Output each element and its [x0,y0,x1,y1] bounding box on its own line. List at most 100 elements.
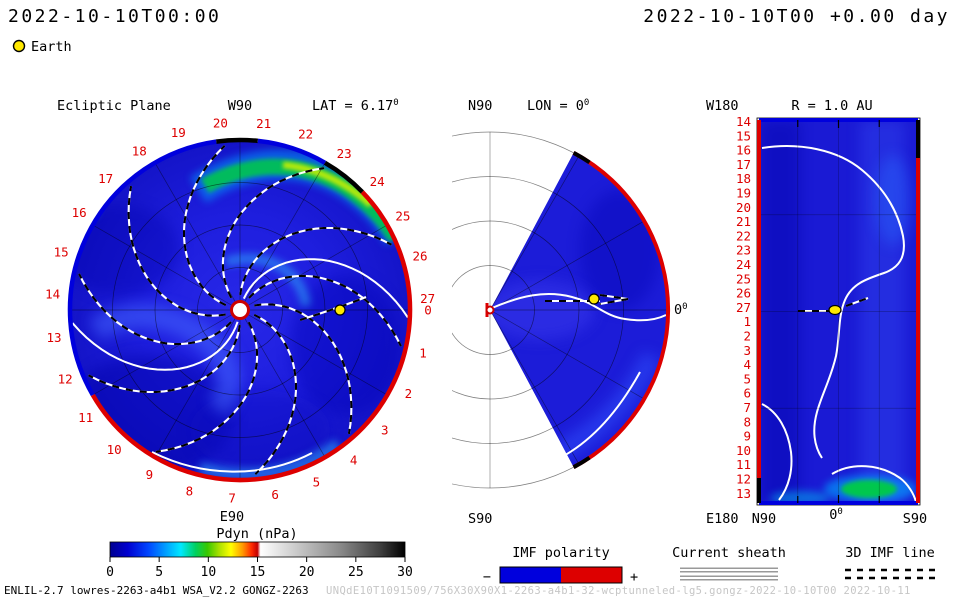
high-pressure-region [841,480,897,498]
imf-line [127,185,226,317]
earth-marker-ecliptic [334,304,346,316]
ecliptic-day-tick: 11 [78,410,93,425]
imf-polarity-swatch [499,566,623,584]
radial-day-tick: 21 [736,214,751,229]
ecliptic-day-tick: 2 [405,386,413,401]
watermark: UNQdE10T1091509/756X30X90X1-2263-a4b1-32… [326,585,911,597]
radial-day-tick: 23 [736,243,751,258]
radial-day-tick: 19 [736,186,751,201]
ecliptic-day-tick: 16 [72,205,87,220]
colorbar-tick-label: 30 [397,565,413,580]
imf-line [88,324,241,394]
grid-radial-line [489,309,645,400]
radial-day-tick: 15 [736,128,751,143]
radial-day-tick: 17 [736,157,751,172]
imf-positive-swatch [561,567,622,583]
imf-line [248,274,402,347]
ecliptic-day-tick: 24 [370,174,385,189]
imf-line [155,321,259,453]
imf-minus-label: − [483,569,491,585]
current-sheet-line [559,371,641,459]
current-sheet-line [761,145,905,459]
imf-line [239,226,392,296]
radial-day-ticks: 1415161718192021222324252627123456789101… [736,114,751,501]
ecliptic-day-tick: 1 [419,345,427,360]
imf-negative-swatch [500,567,561,583]
polarity-positive-arc [90,190,413,483]
imf-polarity-label: IMF polarity [512,545,610,561]
n90-label: N90 [468,98,492,114]
radial-day-tick: 26 [736,286,751,301]
colorbar-tick-label: 15 [250,565,266,580]
lon0-label: 00 [674,302,688,318]
radial-day-tick: 7 [743,400,751,415]
ecliptic-day-tick: 8 [186,484,194,499]
ecliptic-day-tick: 4 [350,452,358,467]
current-sheet-line [761,403,793,501]
ecliptic-day-tick: 27 [420,291,435,306]
colorbar-ticks: 0 5 10 15 20 25 30 [106,557,413,580]
current-sheet-line [242,258,409,318]
grid-radial-line [489,220,645,311]
lat0-axis-label: 00 [829,507,843,523]
ecliptic-day-tick: 15 [54,244,69,259]
radial-day-tick: 13 [736,486,751,501]
model-info: ENLIL-2.7 lowres-2263-a4b1 WSA_V2.2 GONG… [4,584,309,597]
sun-icon [230,300,250,320]
lon-label: LON = 00 [527,98,589,114]
ecliptic-day-tick: 12 [58,372,73,387]
imf-line [78,273,232,346]
ecliptic-day-tick: 10 [107,442,122,457]
grid-radial-line [489,155,580,311]
ecliptic-day-tick: 25 [395,209,410,224]
s90-label: S90 [468,511,492,527]
meridional-grid [452,131,669,489]
ecliptic-polarity-boundary [67,137,413,483]
radial-day-tick: 25 [736,271,751,286]
ecliptic-day-tick: 14 [45,287,60,302]
current-sheet-swatch [680,567,778,581]
ecliptic-day-tick: 23 [337,146,352,161]
radial-day-tick: 2 [743,329,751,344]
radial-day-tick: 1 [743,314,751,329]
imf-line [254,303,353,435]
radial-panel-border [756,117,921,506]
colorbar-tick-label: 5 [155,565,163,580]
imf-plus-label: + [630,569,638,585]
radial-day-tick: 20 [736,200,751,215]
earth-marker-meridional [588,293,600,305]
radial-day-tick: 4 [743,357,751,372]
radial-day-tick: 27 [736,300,751,315]
grid-radial-line [154,318,236,458]
grid-radial-line [248,314,388,396]
ecliptic-day-tick: 18 [132,144,147,159]
radial-day-tick: 9 [743,429,751,444]
grid-radial-line [154,162,236,302]
radial-day-tick: 16 [736,143,751,158]
ecliptic-day-tick: 9 [146,467,154,482]
grid-radial-line [92,224,232,306]
colorbar-tick-label: 0 [106,565,114,580]
ecliptic-day-tick: 19 [171,125,186,140]
radial-day-tick: 8 [743,414,751,429]
lat-label: LAT = 6.170 [312,98,399,114]
r-au-title: R = 1.0 AU [791,98,872,114]
ecliptic-day-tick: 17 [98,171,113,186]
imf-line [221,167,325,299]
ecliptic-title: Ecliptic Plane [57,98,171,114]
imf-line-earth [299,296,367,322]
current-sheet-line [831,465,917,503]
w90-label: W90 [228,98,252,114]
current-sheet-lines [71,258,409,371]
earth-legend-icon [12,39,26,53]
n90-axis-label: N90 [752,511,776,527]
current-sheet-line [71,321,239,371]
current-sheet-line [491,293,667,322]
imf-line [182,144,227,307]
grid-radial-line [244,318,326,458]
colorbar-tick-label: 25 [348,565,364,580]
radial-day-tick: 22 [736,228,751,243]
colorbar-tick-label: 20 [299,565,315,580]
